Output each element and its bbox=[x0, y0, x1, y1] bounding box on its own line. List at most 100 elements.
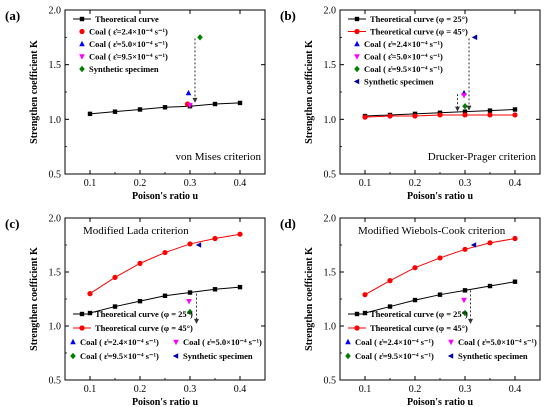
panel-c: 0.1 0.2 0.3 0.4 0.5 1.0 1.5 2.0 Poison's ratio u… bbox=[5, 214, 266, 407]
x-tick-label: 0.2 bbox=[409, 178, 422, 189]
data-point bbox=[512, 235, 518, 242]
data-point bbox=[487, 240, 493, 246]
data-point bbox=[112, 274, 118, 280]
data-point bbox=[187, 290, 193, 295]
legend-marker bbox=[79, 54, 85, 60]
data-point bbox=[237, 284, 243, 290]
legend-marker bbox=[70, 352, 76, 360]
legend-item: Theoretical curve (φ = 25°) bbox=[73, 309, 193, 319]
data-point bbox=[237, 231, 243, 237]
y-tick-label: 1.0 bbox=[324, 322, 337, 333]
y-tick-label: 1.0 bbox=[324, 115, 337, 126]
legend-label: Theoretical curve (φ = 25°) bbox=[370, 14, 468, 24]
legend-item: Coal ( ε̇=5.0×10⁻⁴ s⁻¹) bbox=[448, 337, 537, 347]
y-tick-label: 2.0 bbox=[49, 214, 62, 225]
x-axis-title: Poison's ratio u bbox=[132, 191, 199, 202]
legend-item: Synthetic specimen bbox=[447, 351, 528, 361]
data-point bbox=[437, 292, 443, 297]
legend-marker bbox=[354, 54, 360, 60]
legend-marker bbox=[354, 40, 360, 47]
x-tick-label: 0.1 bbox=[84, 178, 97, 189]
data-point bbox=[412, 113, 418, 119]
x-axis-title: Poison's ratio u bbox=[132, 397, 199, 407]
data-point bbox=[470, 242, 477, 248]
legend-marker bbox=[354, 325, 360, 331]
x-tick-label: 0.1 bbox=[84, 384, 97, 395]
legend-label: Theoretical curve bbox=[95, 14, 159, 24]
data-point bbox=[137, 107, 143, 112]
data-point bbox=[412, 265, 418, 271]
data-point bbox=[162, 105, 168, 110]
x-tick-label: 0.1 bbox=[359, 178, 372, 189]
x-ticks: 0.1 0.2 0.3 0.4 bbox=[84, 218, 247, 395]
legend-item: Coal ( ε̇=5.0×10⁻⁴ s⁻¹) bbox=[173, 337, 262, 347]
legend-label: Coal ( ε̇=5.0×10⁻⁴ s⁻¹) bbox=[364, 52, 443, 62]
data-point bbox=[437, 112, 443, 118]
y-tick-label: 1.5 bbox=[324, 60, 337, 71]
criterion-annotation: von Mises criterion bbox=[175, 151, 261, 163]
y-tick-label: 1.5 bbox=[49, 60, 62, 71]
legend-label: Synthetic specimen bbox=[364, 77, 434, 87]
x-tick-label: 0.4 bbox=[234, 178, 247, 189]
y-axis-title: Strengthen coefficient K bbox=[304, 40, 315, 144]
x-tick-label: 0.3 bbox=[184, 178, 197, 189]
criterion-annotation: Modified Lada criterion bbox=[83, 225, 189, 237]
y-ticks: 0.5 1.0 1.5 2.0 bbox=[324, 6, 540, 181]
x-axis-title: Poison's ratio u bbox=[407, 191, 474, 202]
x-tick-label: 0.2 bbox=[134, 384, 147, 395]
y-tick-label: 2.0 bbox=[324, 6, 337, 17]
legend-marker bbox=[345, 352, 351, 360]
arrows bbox=[455, 38, 472, 112]
series-group bbox=[87, 231, 243, 316]
legend-item: Synthetic specimen bbox=[172, 351, 253, 361]
data-point bbox=[387, 304, 393, 309]
legend-label: Synthetic specimen bbox=[89, 64, 159, 74]
series-group bbox=[362, 235, 518, 317]
x-tick-label: 0.3 bbox=[459, 384, 472, 395]
y-tick-label: 1.5 bbox=[49, 268, 62, 279]
legend-marker bbox=[354, 16, 360, 22]
x-tick-label: 0.1 bbox=[359, 384, 372, 395]
legend-marker bbox=[79, 325, 85, 331]
data-point bbox=[387, 278, 393, 284]
x-tick-label: 0.4 bbox=[234, 384, 247, 395]
data-point bbox=[137, 260, 143, 266]
data-point bbox=[362, 310, 368, 316]
legend-item: Theoretical curve (φ = 25°) bbox=[348, 14, 468, 24]
legend-item: Coal ( ε̇=2.4×10⁻⁴ s⁻¹) bbox=[354, 39, 443, 49]
arrow-head bbox=[194, 318, 199, 324]
legend-item: Coal ( ε̇=9.5×10⁻⁴ s⁻¹) bbox=[345, 351, 434, 361]
x-ticks: 0.1 0.2 0.3 0.4 bbox=[359, 218, 521, 395]
x-tick-label: 0.3 bbox=[184, 384, 197, 395]
y-tick-label: 1.5 bbox=[324, 268, 337, 279]
data-point bbox=[195, 242, 202, 248]
y-axis-title: Strengthen coefficient K bbox=[29, 40, 40, 144]
data-point bbox=[212, 235, 218, 242]
y-tick-label: 0.5 bbox=[324, 170, 337, 181]
y-tick-label: 2.0 bbox=[49, 6, 62, 17]
data-point bbox=[487, 108, 493, 113]
legend-item: Theoretical curve bbox=[73, 14, 159, 24]
panel-label: (b) bbox=[280, 8, 296, 23]
panel-d: 0.1 0.2 0.3 0.4 0.5 1.0 1.5 2.0 Poison's ratio u… bbox=[280, 214, 541, 407]
series-line bbox=[89, 233, 241, 295]
legend: Theoretical curve Coal ( ε̇=2.4×10⁻⁴ s⁻¹)… bbox=[73, 14, 168, 74]
legend-marker bbox=[79, 28, 85, 35]
legend-label: Theoretical curve (φ = 45°) bbox=[370, 27, 468, 37]
data-point bbox=[461, 297, 467, 304]
data-point bbox=[87, 291, 93, 297]
legend-label: Coal ( ε̇=5.0×10⁻⁴ s⁻¹) bbox=[183, 337, 262, 347]
data-point bbox=[362, 114, 368, 120]
legend: Theoretical curve (φ = 25°) Theoretical c… bbox=[70, 309, 262, 361]
data-point bbox=[471, 34, 478, 41]
arrows bbox=[192, 38, 198, 103]
arrow-head bbox=[455, 106, 460, 112]
x-ticks: 0.1 0.2 0.3 0.4 bbox=[84, 10, 247, 189]
legend-label: Coal ( ε̇=9.5×10⁻⁴ s⁻¹) bbox=[364, 64, 443, 74]
data-point bbox=[462, 309, 468, 317]
data-point bbox=[237, 100, 243, 106]
data-point bbox=[162, 293, 168, 298]
data-point bbox=[87, 310, 93, 316]
legend-item: Coal ( ε̇=5.0×10⁻⁴ s⁻¹) bbox=[354, 52, 443, 62]
data-point bbox=[437, 255, 443, 261]
